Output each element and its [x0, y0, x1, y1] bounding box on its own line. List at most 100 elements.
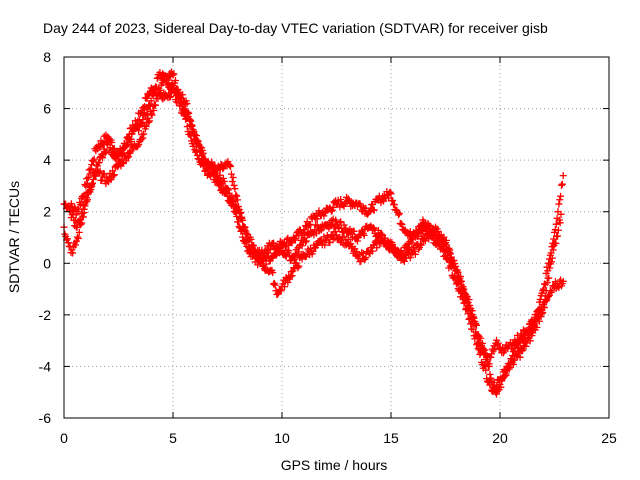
data-point-interp [78, 209, 86, 217]
data-point-interp [125, 136, 133, 144]
data-point-interp [231, 197, 239, 205]
data-point-interp [525, 325, 533, 333]
data-point-interp [270, 280, 278, 288]
data-point-interp [557, 192, 565, 200]
data-point-interp [281, 283, 289, 291]
data-point-interp [233, 192, 241, 200]
data-point-interp [291, 256, 299, 264]
data-point-interp [84, 174, 92, 182]
data-point-interp [374, 226, 382, 234]
data-point-interp [369, 224, 377, 232]
data-point-interp [411, 250, 419, 258]
data-point-interp [133, 120, 141, 128]
data-point-interp [192, 132, 200, 140]
data-point-interp [373, 244, 381, 252]
x-tick-labels: 0 5 10 15 20 25 [60, 430, 617, 446]
data-point-interp [239, 216, 247, 224]
data-point-interp [509, 360, 517, 368]
data-point-interp [263, 246, 271, 254]
data-point-interp [243, 230, 251, 238]
data-point-interp [319, 208, 327, 216]
data-point-interp [109, 172, 117, 180]
data-point-interp [504, 366, 512, 374]
data-point-interp [248, 241, 256, 249]
data-point-interp [95, 158, 103, 166]
data-point-interp [538, 306, 546, 314]
data-point-interp [291, 236, 299, 244]
data-point-interp [230, 181, 238, 189]
data-point [75, 228, 83, 236]
data-point-interp [182, 115, 190, 123]
data-point-interp [484, 362, 492, 370]
data-point-interp [122, 142, 130, 150]
data-point-interp [364, 209, 372, 217]
data-point-interp [137, 136, 145, 144]
series-track-c [67, 84, 565, 370]
data-point-interp [499, 375, 507, 383]
data-point-interp [540, 298, 548, 306]
data-point-interp [127, 147, 135, 155]
data-point-interp [103, 139, 111, 147]
data-point-interp [69, 210, 77, 218]
data-point-interp [229, 174, 237, 182]
data-point-interp [421, 223, 429, 231]
data-point-interp [273, 243, 281, 251]
data-point-interp [123, 154, 131, 162]
data-point-interp [183, 123, 191, 131]
data-point-interp [199, 149, 207, 157]
data-point-interp [125, 153, 133, 161]
data-point-interp [557, 276, 565, 284]
data-point-interp [309, 247, 317, 255]
data-point-interp [74, 234, 82, 242]
data-point-interp [146, 107, 154, 115]
data-point-interp [552, 220, 560, 228]
data-point-interp [268, 253, 276, 261]
data-point-interp [220, 177, 228, 185]
data-point-interp [234, 218, 242, 226]
data-point-interp [281, 250, 289, 258]
y-tick-labels: -6 -4 -2 0 2 4 6 8 [39, 49, 52, 426]
data-point-interp [434, 227, 442, 235]
data-point-interp [340, 233, 348, 241]
data-point-interp [216, 180, 224, 188]
data-point-interp [269, 269, 277, 277]
grid-lines [64, 57, 609, 418]
y-tick-label: -4 [39, 358, 52, 374]
data-point-interp [72, 223, 80, 231]
data-point-interp [487, 374, 495, 382]
data-point-interp [171, 87, 179, 95]
data-point-interp [542, 287, 550, 295]
data-point-interp [86, 188, 94, 196]
data-point-interp [99, 154, 107, 162]
data-point-interp [517, 345, 525, 353]
data-point-interp [327, 222, 335, 230]
data-point-interp [181, 111, 189, 119]
data-point-interp [294, 264, 302, 272]
data-point-interp [481, 346, 489, 354]
data-point-interp [332, 216, 340, 224]
data-point-interp [165, 76, 173, 84]
data-point-interp [284, 278, 292, 286]
data-point-interp [510, 356, 518, 364]
data-point-interp [505, 365, 513, 373]
data-point-interp [276, 244, 284, 252]
data-point-interp [498, 376, 506, 384]
x-tick-label: 20 [492, 430, 508, 446]
data-point-interp [334, 235, 342, 243]
data-point-interp [395, 211, 403, 219]
data-point-interp [528, 332, 536, 340]
data-point-interp [469, 313, 477, 321]
data-point-interp [476, 339, 484, 347]
data-point-interp [63, 235, 71, 243]
data-point-interp [177, 99, 185, 107]
data-point-interp [223, 188, 231, 196]
data-point-interp [321, 241, 329, 249]
y-tick-label: 8 [43, 49, 51, 65]
data-point-interp [334, 223, 342, 231]
data-point-interp [296, 241, 304, 249]
data-point-interp [254, 261, 262, 269]
data-point-interp [406, 254, 414, 262]
data-point-interp [138, 109, 146, 117]
data-point-interp [271, 281, 279, 289]
data-point-interp [241, 226, 249, 234]
